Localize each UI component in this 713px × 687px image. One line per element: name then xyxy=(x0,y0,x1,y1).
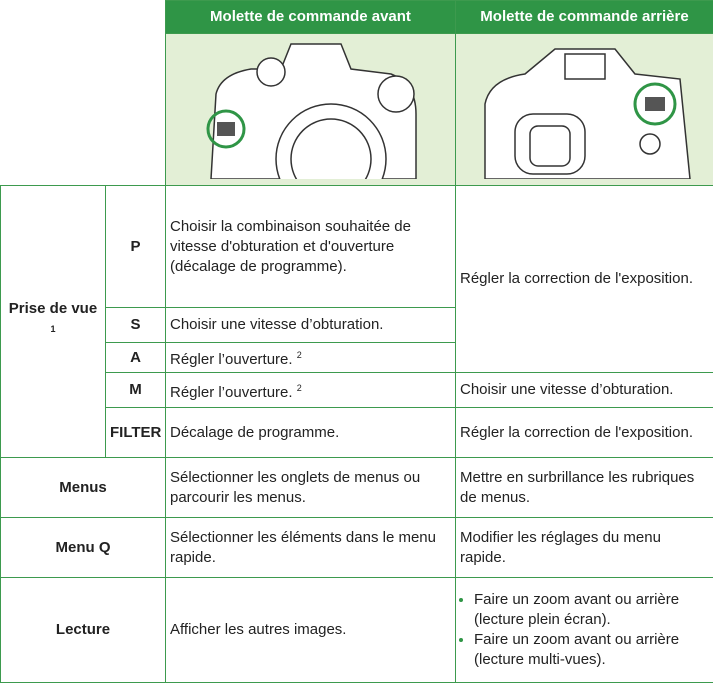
row-label-text: Prise de vue xyxy=(8,300,98,317)
front-text: Régler l’ouverture. xyxy=(170,383,293,401)
mode: S xyxy=(105,307,166,343)
row-label: Lecture xyxy=(0,577,166,683)
mode: FILTER xyxy=(105,407,166,458)
rear-text: Régler la correction de l'exposition. xyxy=(455,407,713,458)
rear-text: Modifier les réglages du menu rapide. xyxy=(455,517,713,578)
footnote-mark: 2 xyxy=(296,350,302,360)
rear-dial-image xyxy=(455,33,713,186)
camera-rear-illustration xyxy=(483,48,691,180)
front-cell: Régler l’ouverture. 2 xyxy=(165,372,456,408)
rear-text: Régler la correction de l'exposition. xyxy=(455,185,713,373)
rear-text: Choisir une vitesse d’obturation. xyxy=(455,372,713,408)
footnote-mark: 2 xyxy=(296,382,302,393)
row-label: Prise de vue 1 xyxy=(0,185,106,458)
rear-item: Faire un zoom avant ou arrière (lecture … xyxy=(474,630,709,670)
rear-text: Mettre en surbrillance les rubriques de … xyxy=(455,457,713,518)
rear-list: Faire un zoom avant ou arrière (lecture … xyxy=(460,590,709,670)
mode: P xyxy=(105,185,166,308)
footnote-mark: 1 xyxy=(50,324,56,334)
front-text: Afficher les autres images. xyxy=(165,577,456,683)
front-cell: Régler l’ouverture. 2 xyxy=(165,342,456,373)
front-text: Sélectionner les onglets de menus ou par… xyxy=(165,457,456,518)
column-header: Molette de commande avant xyxy=(165,0,456,34)
row-label: Menu Q xyxy=(0,517,166,578)
mode: M xyxy=(105,372,166,408)
rear-item: Faire un zoom avant ou arrière (lecture … xyxy=(474,590,709,630)
front-dial-image xyxy=(165,33,456,215)
camera-front-illustration xyxy=(206,43,417,215)
column-header: Molette de commande arrière xyxy=(455,0,713,34)
rear-cell: Faire un zoom avant ou arrière (lecture … xyxy=(455,577,713,683)
front-text: Choisir une vitesse d’obturation. xyxy=(165,307,456,343)
row-label: Menus xyxy=(0,457,166,518)
front-text: Choisir la combinaison souhaitée de vite… xyxy=(165,185,456,308)
front-text: Régler l’ouverture. xyxy=(170,351,293,368)
mode: A xyxy=(105,342,166,373)
front-text: Décalage de programme. xyxy=(165,407,456,458)
front-text: Sélectionner les éléments dans le menu r… xyxy=(165,517,456,578)
